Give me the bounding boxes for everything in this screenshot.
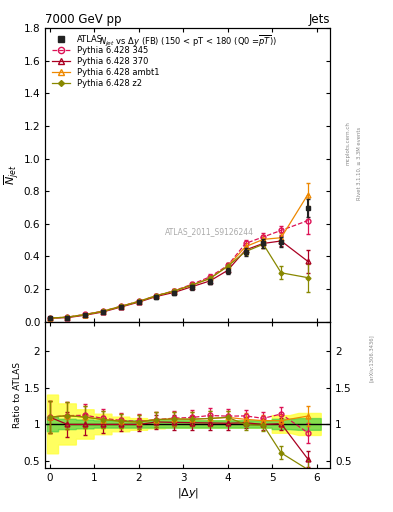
Polygon shape: [48, 395, 321, 454]
Text: ATLAS_2011_S9126244: ATLAS_2011_S9126244: [165, 227, 254, 236]
Legend: ATLAS, Pythia 6.428 345, Pythia 6.428 370, Pythia 6.428 ambt1, Pythia 6.428 z2: ATLAS, Pythia 6.428 345, Pythia 6.428 37…: [50, 32, 162, 91]
Polygon shape: [48, 417, 321, 432]
Text: Jets: Jets: [309, 13, 330, 26]
Text: Rivet 3.1.10, ≥ 3.3M events: Rivet 3.1.10, ≥ 3.3M events: [357, 127, 362, 201]
Text: mcplots.cern.ch: mcplots.cern.ch: [345, 121, 350, 165]
X-axis label: $|\Delta y|$: $|\Delta y|$: [176, 486, 199, 500]
Text: 7000 GeV pp: 7000 GeV pp: [45, 13, 122, 26]
Y-axis label: Ratio to ATLAS: Ratio to ATLAS: [13, 362, 22, 428]
Y-axis label: $\overline{N}_{jet}$: $\overline{N}_{jet}$: [3, 164, 22, 185]
Text: [arXiv:1306.3436]: [arXiv:1306.3436]: [369, 334, 374, 382]
Text: $N_{jet}$ vs $\Delta y$ (FB) (150 < pT < 180 (Q0 =$\overline{pT}$)): $N_{jet}$ vs $\Delta y$ (FB) (150 < pT <…: [99, 34, 277, 49]
